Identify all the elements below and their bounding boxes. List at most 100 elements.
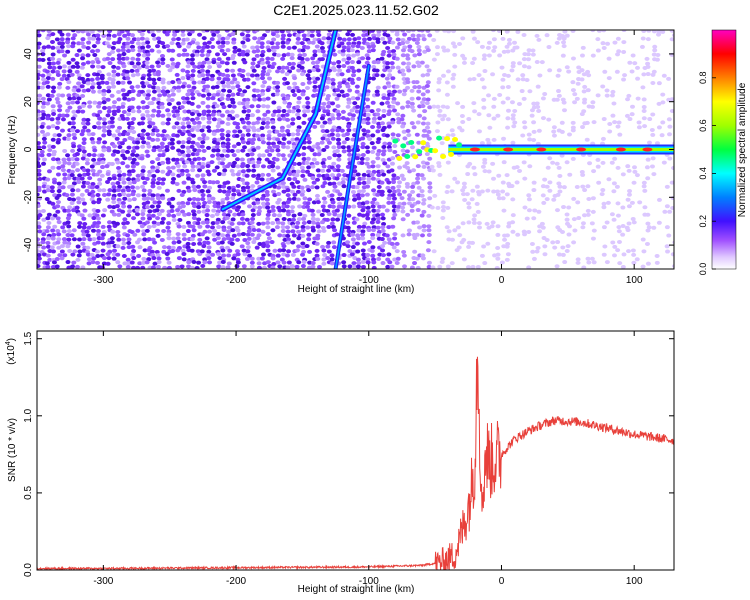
heat-cell	[155, 228, 161, 233]
heat-cell	[316, 173, 322, 178]
heat-cell	[305, 184, 311, 189]
heat-cell	[300, 225, 306, 230]
heat-cell	[90, 132, 96, 137]
heat-cell	[285, 117, 291, 122]
heat-cell	[479, 77, 485, 82]
heat-cell	[204, 236, 210, 241]
heat-cell	[556, 181, 562, 186]
heat-cell	[625, 228, 631, 233]
heat-cell	[141, 229, 147, 234]
heat-cell	[219, 93, 225, 98]
heat-cell	[529, 108, 535, 113]
heat-cell	[46, 97, 52, 102]
heat-cell	[384, 100, 390, 105]
heat-cell	[461, 257, 467, 262]
heat-cell	[425, 48, 431, 53]
heat-cell	[235, 260, 241, 265]
heat-cell	[189, 77, 195, 82]
heat-cell	[97, 109, 103, 114]
heat-cell	[661, 160, 667, 165]
heat-cell	[136, 65, 142, 70]
heat-cell	[521, 120, 527, 125]
heat-cell	[105, 197, 111, 202]
heat-cell	[200, 100, 206, 105]
heat-cell	[389, 241, 395, 246]
heat-cell	[174, 157, 180, 162]
heat-cell	[125, 264, 131, 269]
heat-cell	[416, 89, 422, 94]
heat-cell	[386, 89, 392, 94]
heat-cell	[465, 164, 471, 169]
heat-cell	[219, 240, 225, 245]
heat-cell	[96, 157, 102, 162]
heat-cell	[219, 161, 225, 166]
heat-cell	[70, 36, 76, 41]
heat-cell	[621, 77, 627, 82]
heat-cell	[260, 133, 266, 138]
heat-cell	[386, 121, 392, 126]
heat-cell	[206, 128, 212, 133]
heat-cell	[519, 89, 525, 94]
heat-cell	[209, 73, 215, 78]
heat-cell	[301, 260, 307, 265]
x-tick-label: -100	[359, 576, 379, 587]
heat-cell	[120, 201, 126, 206]
heat-cell	[654, 141, 660, 146]
heat-cell	[105, 180, 111, 185]
heat-cell	[670, 252, 674, 257]
heat-cell	[286, 85, 292, 90]
heat-cell	[285, 229, 291, 234]
heat-cell	[484, 221, 490, 226]
heat-cell	[130, 160, 136, 165]
heat-cell	[200, 93, 206, 98]
heat-cell	[179, 192, 185, 197]
heat-cell	[55, 229, 61, 234]
heat-cell	[67, 69, 73, 74]
heat-cell	[606, 177, 612, 182]
heat-cell	[416, 33, 422, 38]
heat-cell	[276, 213, 282, 218]
heat-cell	[669, 180, 674, 185]
heat-cell	[315, 177, 321, 182]
heat-cell	[411, 220, 417, 225]
heat-cell	[499, 65, 505, 70]
heat-cell	[170, 88, 176, 93]
heat-cell	[380, 248, 386, 253]
heat-cell	[272, 109, 278, 114]
heat-cell	[266, 172, 272, 177]
heat-cell	[220, 157, 226, 162]
heat-cell	[669, 109, 674, 114]
heat-cell	[325, 80, 331, 85]
heat-cell	[49, 117, 55, 122]
heat-cell	[156, 185, 162, 190]
heat-cell	[56, 245, 62, 250]
heat-cell	[62, 176, 68, 181]
heat-cell	[171, 125, 177, 130]
heat-cell	[350, 32, 356, 37]
heat-cell	[116, 212, 122, 217]
heat-cell	[336, 44, 342, 49]
heat-cell	[415, 60, 421, 65]
heat-cell	[314, 64, 320, 69]
heat-cell	[295, 132, 301, 137]
heat-cell	[601, 225, 607, 230]
heat-cell	[195, 221, 201, 226]
heat-cell	[260, 121, 266, 126]
heat-cell	[75, 109, 81, 114]
heat-cell	[69, 192, 75, 197]
heat-cell	[247, 253, 253, 258]
heat-cell	[50, 264, 56, 269]
heat-cell	[130, 168, 136, 173]
heat-cell	[171, 236, 177, 241]
heat-cell	[215, 128, 221, 133]
heat-cell	[141, 41, 147, 46]
heat-cell	[370, 245, 376, 250]
heat-cell	[555, 192, 561, 197]
heat-cell	[265, 116, 271, 121]
heat-cell	[122, 33, 128, 38]
heat-cell	[362, 221, 368, 226]
heat-cell	[557, 173, 563, 178]
heat-cell	[66, 237, 72, 242]
heat-cell	[200, 73, 206, 78]
heat-cell	[55, 120, 61, 125]
